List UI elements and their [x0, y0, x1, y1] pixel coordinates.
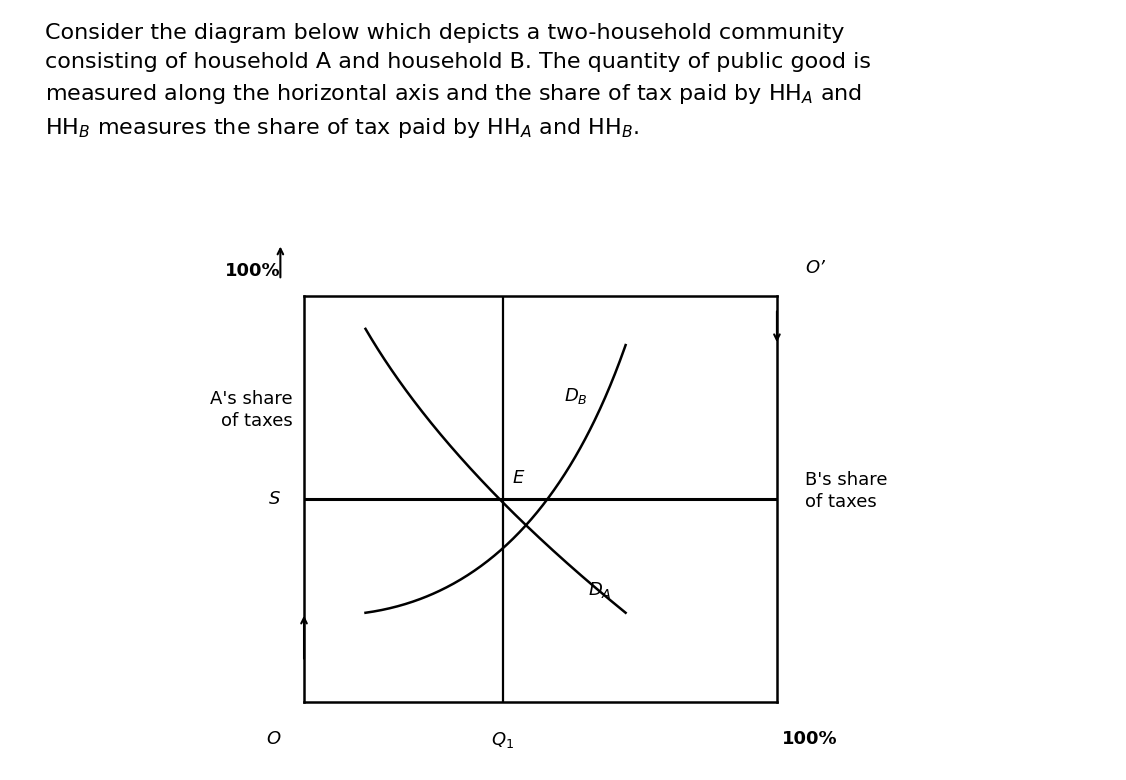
Text: S: S [269, 490, 280, 509]
Text: B's share
of taxes: B's share of taxes [805, 471, 887, 511]
Text: E: E [512, 469, 524, 487]
Text: A's share
of taxes: A's share of taxes [211, 390, 293, 430]
Text: O’: O’ [805, 259, 825, 277]
Text: O: O [266, 730, 280, 748]
Text: $Q_1$: $Q_1$ [491, 730, 515, 750]
Text: $D_B$: $D_B$ [564, 386, 588, 406]
Text: $D_A$: $D_A$ [588, 580, 611, 601]
Text: 100%: 100% [781, 730, 838, 748]
Text: Consider the diagram below which depicts a two-household community
consisting of: Consider the diagram below which depicts… [45, 23, 872, 140]
Text: 100%: 100% [225, 262, 280, 280]
